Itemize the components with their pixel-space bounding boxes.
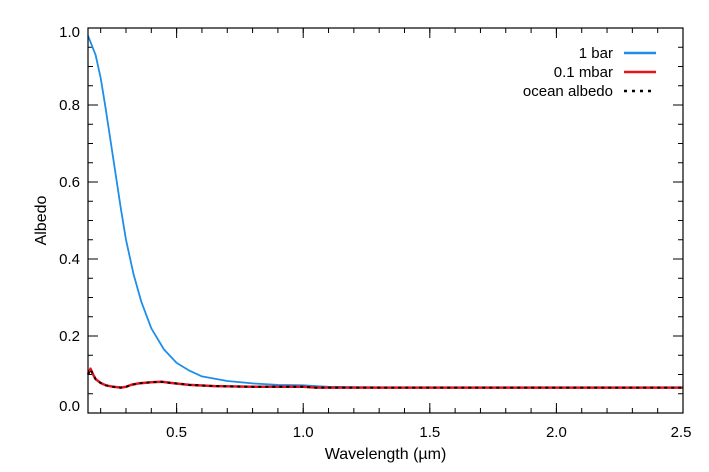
x-tick-label: 2.0 [546, 424, 567, 441]
plot-frame [87, 27, 684, 414]
y-axis-label: Albedo [33, 195, 50, 245]
legend-label-0-1-mbar: 0.1 mbar [554, 64, 613, 81]
x-axis-label: Wavelength (µm) [325, 446, 447, 463]
legend: 1 bar 0.1 mbar ocean albedo [523, 45, 656, 100]
tick-labels: 0.5 1.0 1.5 2.0 2.5 0.0 0.2 0.4 0.6 0.8 1.0 [59, 24, 691, 441]
y-tick-label: 0.0 [59, 398, 80, 415]
x-tick-label: 2.5 [671, 424, 692, 441]
series-line-ocean-albedo [87, 368, 683, 389]
y-tick-label: 0.6 [59, 174, 80, 191]
y-tick-label: 0.4 [59, 251, 80, 268]
x-tick-label: 1.5 [419, 424, 440, 441]
series-line-0-1-mbar [86, 367, 683, 389]
y-tick-label: 1.0 [59, 24, 80, 41]
legend-label-ocean-albedo: ocean albedo [523, 83, 613, 100]
x-tick-label: 1.0 [293, 424, 314, 441]
y-tick-label: 0.8 [59, 97, 80, 114]
legend-label-1-bar: 1 bar [579, 45, 613, 62]
x-tick-label: 0.5 [166, 424, 187, 441]
series-layer [86, 35, 683, 389]
y-tick-label: 0.2 [59, 328, 80, 345]
